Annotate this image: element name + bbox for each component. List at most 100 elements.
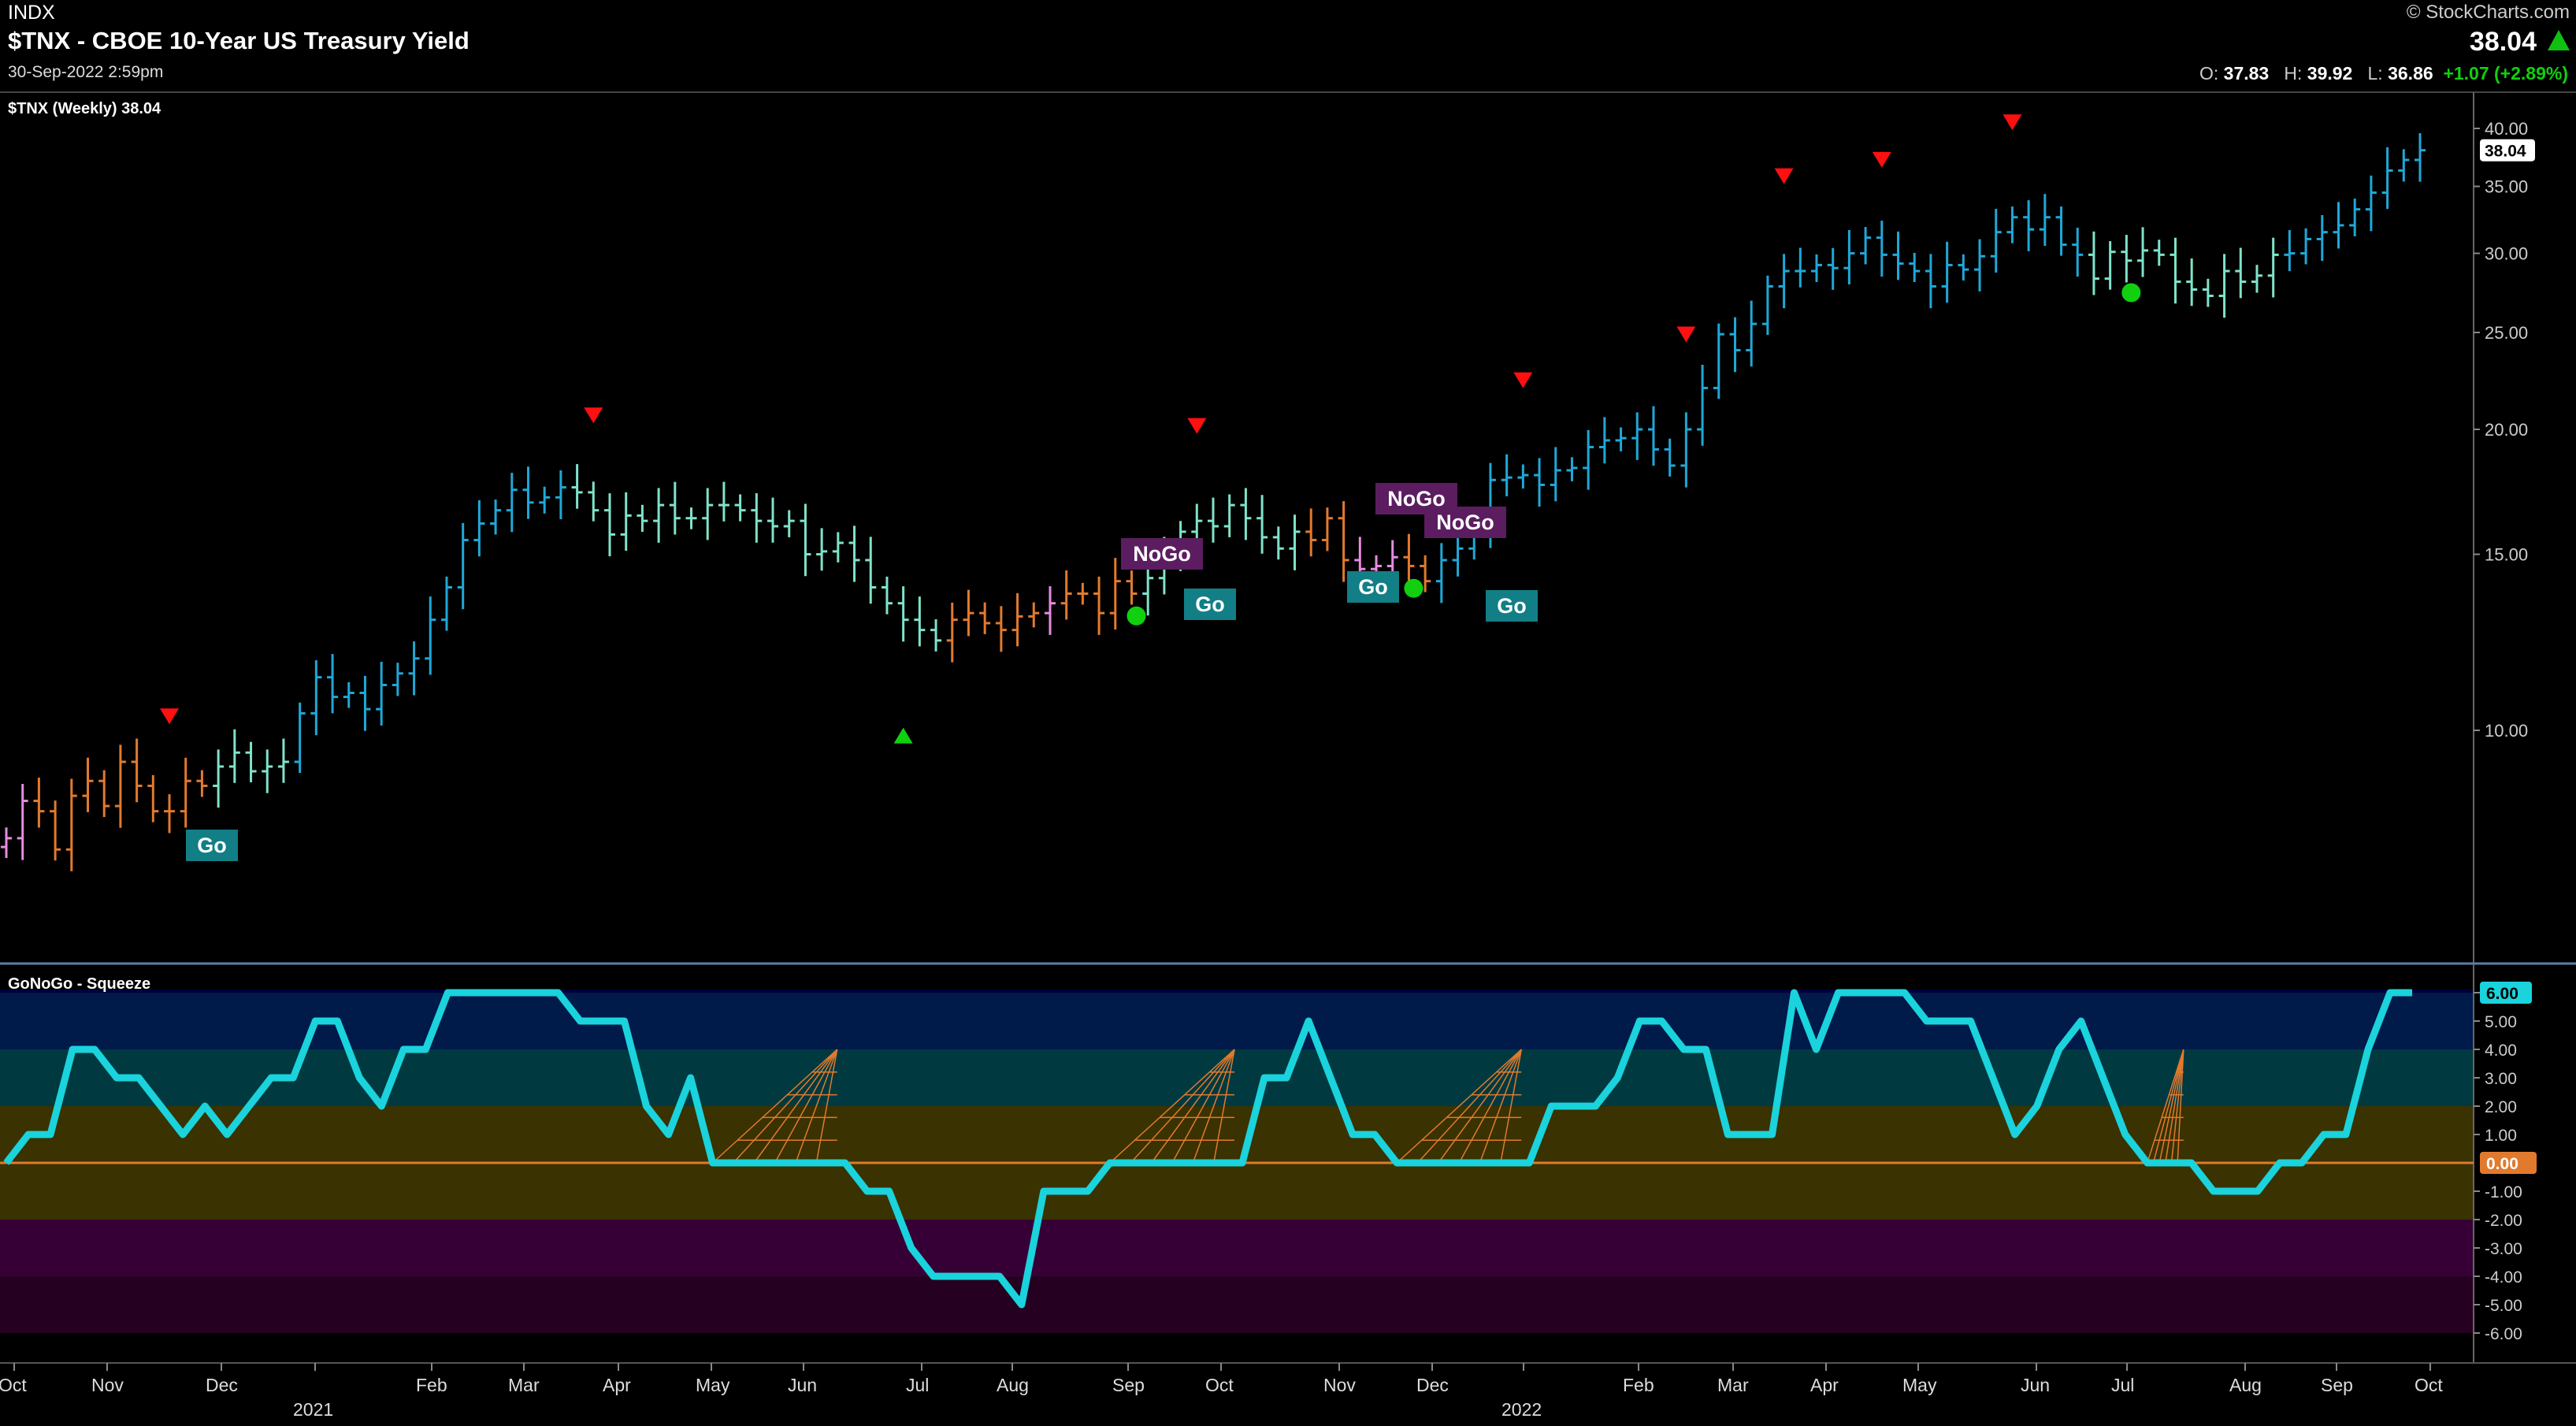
squeeze-fan-line — [795, 1049, 838, 1164]
ohlc-bar — [1550, 447, 1561, 502]
price-tick-label: 20.00 — [2485, 420, 2528, 440]
ohlc-bar — [571, 464, 583, 509]
time-month-label: May — [696, 1375, 730, 1395]
ohlc-bar — [2202, 278, 2214, 307]
ohlc-bar — [343, 681, 354, 708]
ohlc-bar — [1795, 247, 1806, 288]
ohlc-bar — [2104, 241, 2116, 290]
time-month-label: Sep — [2321, 1375, 2353, 1395]
copyright-link[interactable]: © StockCharts.com — [2406, 2, 2570, 23]
price-panel-title: $TNX (Weekly) 38.04 — [8, 100, 161, 117]
ohlc-bar — [440, 576, 452, 631]
ohlc-bar — [1958, 254, 1969, 281]
ohlc-bar — [1208, 497, 1219, 543]
squeeze-fan-line — [1500, 1049, 1523, 1164]
ohlc-bar — [637, 504, 648, 533]
ohlc-bar — [2284, 230, 2296, 272]
squeeze-fan-line — [1479, 1049, 1522, 1164]
go-label: Go — [1358, 575, 1388, 599]
price-title-box — [3, 98, 161, 117]
time-month-label: May — [1902, 1375, 1937, 1395]
ohlc-bar — [1598, 417, 1610, 464]
ohlc-bar — [2088, 231, 2099, 295]
squeeze-fan-line — [1458, 1049, 1522, 1164]
ohlc-bar — [213, 749, 225, 808]
ohlc-bar — [2267, 237, 2279, 298]
ohlc-bar — [588, 481, 599, 522]
price-panel: $TNX (Weekly) 38.04 40.00 35.00 30.00 25.00 2… — [1, 98, 2535, 871]
ohlc-bar — [98, 770, 110, 818]
osc-last-tag — [2480, 982, 2532, 1004]
oscillator-bands — [0, 966, 2474, 1333]
ohlc-bar — [1761, 275, 1773, 336]
go-label-box — [1184, 589, 1236, 620]
oscillator-panel: GoNoGo - Squeeze 5.00 4.00 3.00 2.00 1.00 -1.0… — [0, 975, 2537, 1343]
squeeze-fan — [1396, 1049, 1523, 1164]
down-signal-icon — [1774, 168, 1794, 184]
ohlc-bar — [653, 488, 665, 543]
ohlc-bar — [1060, 570, 1072, 620]
ohlc-bar — [1077, 582, 1089, 605]
open-value: 37.83 — [2223, 63, 2270, 84]
ohlc-bar — [2006, 206, 2018, 243]
ohlc-bar — [114, 745, 126, 828]
price-tick-label: 25.00 — [2485, 323, 2528, 343]
ohlc-bar — [1223, 494, 1235, 537]
osc-tick-label: 3.00 — [2485, 1070, 2517, 1088]
go-label: Go — [197, 834, 227, 857]
gonogo-oscillator-line — [3, 989, 2412, 1309]
ohlc-bar — [718, 481, 729, 522]
ohlc-bar — [2300, 228, 2312, 265]
ohlc-bar — [1860, 227, 1872, 265]
ohlc-bar — [1501, 454, 1513, 497]
ohlc-bar — [979, 602, 991, 634]
osc-band-cap — [0, 990, 2474, 993]
ohlc-bar — [1028, 602, 1040, 628]
ohlc-bar — [1256, 495, 1268, 554]
ohlc-bar — [228, 729, 240, 783]
time-month-label: Jun — [788, 1375, 817, 1395]
ohlc-bar — [1876, 221, 1887, 277]
ohlc-bar — [995, 606, 1007, 652]
ohlc-bar — [1435, 543, 1447, 603]
squeeze-fan-line — [712, 1049, 838, 1164]
ohlc-bar — [1647, 406, 1659, 466]
ohlc-bar — [1126, 570, 1138, 605]
ohlc-bar — [1, 827, 12, 859]
ohlc-bar — [82, 757, 94, 812]
nogo-label-box — [1424, 507, 1506, 538]
ohlc-bar — [1272, 526, 1284, 560]
down-signal-icon — [1187, 418, 1207, 434]
time-month-label: Oct — [1205, 1375, 1234, 1395]
time-month-label: Mar — [1717, 1375, 1749, 1395]
down-signal-icon — [160, 708, 180, 725]
ohlc-bar — [2039, 194, 2051, 246]
osc-band — [0, 993, 2474, 1049]
down-signal-icon — [1872, 151, 1891, 168]
ohlc-bar — [376, 661, 388, 726]
ohlc-bar — [751, 493, 763, 543]
ohlc-bar — [359, 675, 371, 731]
osc-tick-label: -5.00 — [2485, 1297, 2522, 1315]
low-value: 36.86 — [2388, 63, 2433, 84]
squeeze-fan-line — [753, 1049, 838, 1164]
ohlc-bar — [1321, 507, 1333, 551]
osc-band — [0, 1163, 2474, 1220]
ohlc-bar — [522, 466, 534, 519]
ohlc-readout: O: 37.83 H: 39.92 L: 36.86 +1.07 (+2.89%… — [2199, 63, 2568, 84]
squeeze-fan-line — [2147, 1049, 2184, 1164]
ohlc-bar — [506, 473, 518, 533]
ohlc-bar — [881, 576, 893, 615]
ohlc-bar — [1403, 533, 1415, 583]
time-month-label: Dec — [206, 1375, 238, 1395]
squeeze-fan-line — [1438, 1049, 1522, 1164]
ohlc-bar — [1142, 561, 1154, 616]
ohlc-bar — [473, 500, 485, 557]
ohlc-bar — [1892, 231, 1904, 280]
time-month-label: Oct — [0, 1375, 27, 1395]
time-month-label: Apr — [1810, 1375, 1839, 1395]
osc-band — [0, 1276, 2474, 1333]
squeeze-fan-line — [733, 1049, 838, 1164]
squeeze-fan-line — [2152, 1049, 2184, 1164]
